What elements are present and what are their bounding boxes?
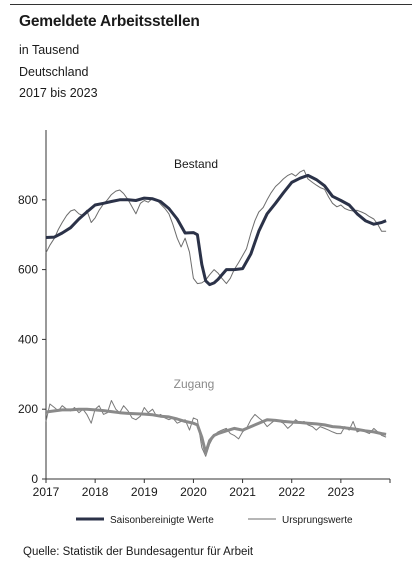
chart-title: Gemeldete Arbeitsstellen — [19, 13, 200, 30]
zugang-seasonal-line — [45, 407, 387, 455]
axes — [42, 130, 391, 483]
tick-labels: 0 200 400 600 800 2017 2018 2019 2020 2021 2022 202… — [18, 193, 355, 499]
legend-original-label: Ursprungswerte — [282, 515, 353, 526]
source-note: Quelle: Statistik der Bundesagentur für … — [23, 546, 254, 558]
top-rule — [10, 4, 412, 5]
x-tick-label: 2020 — [180, 485, 207, 499]
series-lines — [45, 169, 387, 457]
unit-label: in Tausend — [19, 43, 80, 57]
annotations: Bestand Zugang — [174, 157, 218, 391]
x-tick-label: 2019 — [131, 485, 158, 499]
annotation-bestand: Bestand — [174, 157, 218, 171]
region-label: Deutschland — [19, 65, 89, 79]
y-tick-label: 200 — [18, 402, 38, 416]
annotation-zugang: Zugang — [174, 377, 215, 391]
y-tick-label: 400 — [18, 332, 38, 346]
legend: Saisonbereinigte Werte Ursprungswerte — [76, 515, 353, 526]
period-label: 2017 bis 2023 — [19, 86, 98, 100]
x-tick-label: 2023 — [328, 485, 355, 499]
x-tick-label: 2018 — [82, 485, 109, 499]
x-tick-label: 2021 — [229, 485, 256, 499]
x-tick-label: 2017 — [33, 485, 60, 499]
bestand-original-line — [45, 169, 387, 285]
y-tick-label: 800 — [18, 193, 38, 207]
y-tick-label: 0 — [31, 472, 38, 486]
legend-seasonal-label: Saisonbereinigte Werte — [110, 515, 214, 526]
x-tick-label: 2022 — [278, 485, 305, 499]
bestand-seasonal-line — [45, 173, 387, 287]
y-tick-label: 600 — [18, 263, 38, 277]
